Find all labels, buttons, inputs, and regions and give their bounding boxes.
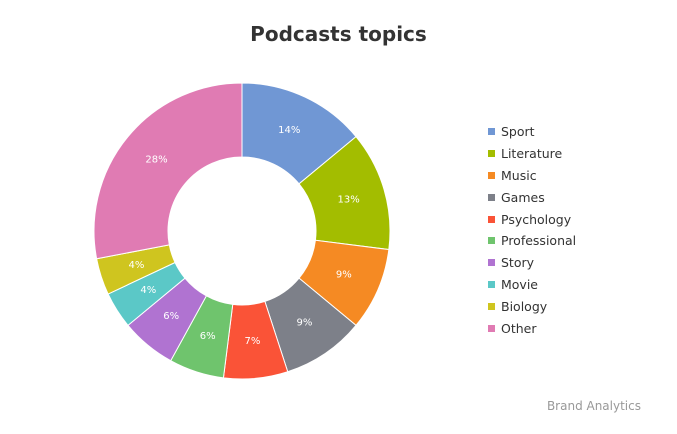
legend-item-biology[interactable]: Biology xyxy=(488,295,576,317)
legend-swatch xyxy=(488,171,495,179)
legend-item-movie[interactable]: Movie xyxy=(488,274,576,296)
legend-label: Other xyxy=(501,320,537,336)
legend-swatch xyxy=(488,259,495,267)
credit-text: Brand Analytics xyxy=(546,399,641,413)
legend-label: Psychology xyxy=(501,211,572,227)
legend-label: Movie xyxy=(501,276,538,292)
slice-label-games: 9% xyxy=(296,317,312,328)
legend-swatch xyxy=(488,193,495,201)
legend-label: Biology xyxy=(501,298,548,314)
slice-label-movie: 4% xyxy=(140,285,156,296)
legend-item-literature[interactable]: Literature xyxy=(488,143,576,165)
legend: Sport Literature Music Games Psychology Profe… xyxy=(488,121,576,339)
legend-label: Professional xyxy=(501,233,577,249)
legend-label: Games xyxy=(501,189,545,205)
legend-item-professional[interactable]: Professional xyxy=(488,230,576,252)
legend-item-psychology[interactable]: Psychology xyxy=(488,208,576,230)
donut-slices xyxy=(93,82,391,380)
slice-label-biology: 4% xyxy=(128,260,144,271)
legend-swatch xyxy=(488,128,495,136)
legend-swatch xyxy=(488,302,495,310)
legend-label: Sport xyxy=(501,124,535,140)
slice-label-literature: 13% xyxy=(337,195,359,206)
legend-swatch xyxy=(488,215,495,223)
slice-other xyxy=(93,82,243,260)
slice-label-psychology: 7% xyxy=(245,336,261,347)
legend-swatch xyxy=(488,237,495,245)
slice-label-sport: 14% xyxy=(278,125,300,136)
slice-labels: 14% 13% 9% 9% 7% 6% 6% 4% 4% 28% xyxy=(128,125,359,347)
legend-item-games[interactable]: Games xyxy=(488,186,576,208)
legend-swatch xyxy=(488,280,495,288)
slice-label-other: 28% xyxy=(145,155,167,166)
chart-title: Podcasts topics xyxy=(250,22,427,46)
slice-label-story: 6% xyxy=(163,311,179,322)
legend-item-music[interactable]: Music xyxy=(488,165,576,187)
legend-swatch xyxy=(488,324,495,332)
slice-label-professional: 6% xyxy=(200,331,216,342)
legend-label: Music xyxy=(501,167,537,183)
slice-label-music: 9% xyxy=(336,270,352,281)
legend-item-sport[interactable]: Sport xyxy=(488,121,576,143)
legend-item-other[interactable]: Other xyxy=(488,317,576,339)
legend-label: Story xyxy=(501,255,535,271)
legend-label: Literature xyxy=(501,146,563,162)
legend-swatch xyxy=(488,150,495,158)
legend-item-story[interactable]: Story xyxy=(488,252,576,274)
